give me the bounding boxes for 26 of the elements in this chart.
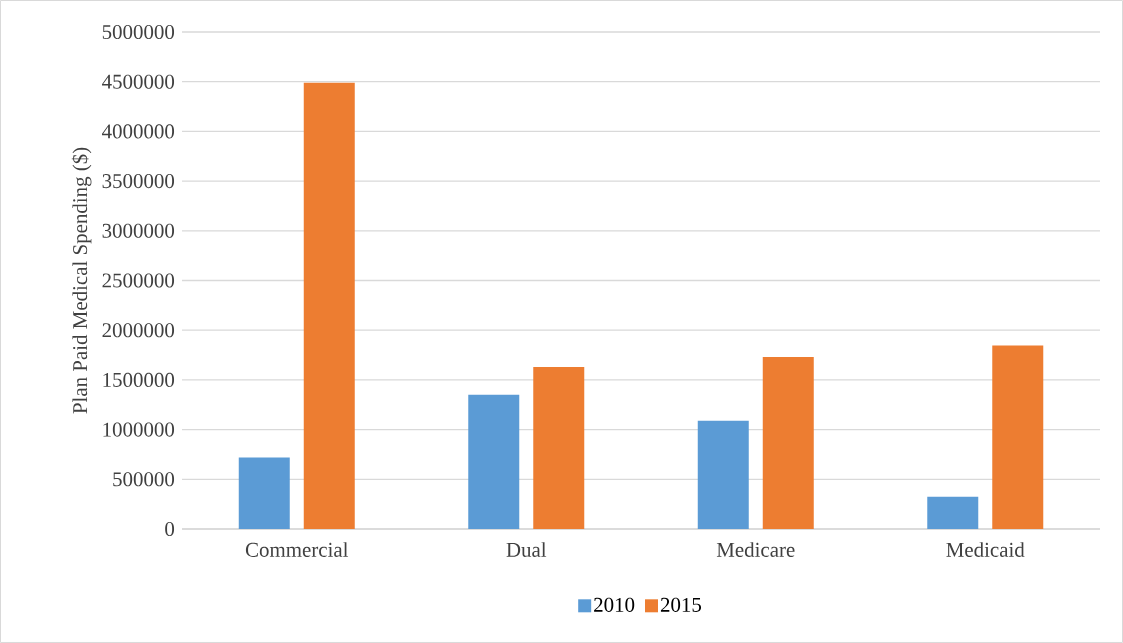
bar [762, 357, 814, 529]
x-tick-label: Medicaid [946, 542, 1025, 557]
legend-label: 2015 [660, 597, 702, 612]
bar [927, 496, 979, 529]
x-tick-label: Commercial [245, 542, 349, 557]
y-tick-label: 500000 [113, 472, 175, 487]
y-tick-label: 3500000 [102, 174, 175, 189]
bar [238, 457, 290, 529]
legend-label: 2010 [594, 597, 635, 612]
bar [533, 366, 585, 529]
bar [992, 345, 1044, 529]
bar [303, 82, 355, 529]
y-axis-title: Plan Paid Medical Spending ($) [71, 147, 92, 414]
y-tick-label: 1000000 [103, 422, 175, 437]
x-tick-label: Dual [506, 542, 547, 557]
y-tick-label: 2500000 [102, 273, 175, 288]
y-tick-label: 4500000 [102, 74, 175, 89]
bar [468, 394, 520, 529]
y-tick-label: 2000000 [102, 323, 175, 338]
bar [697, 420, 749, 529]
y-tick-label: 0 [165, 521, 175, 537]
x-tick-label: Medicare [716, 542, 795, 557]
y-tick-label: 4000000 [102, 124, 175, 139]
y-tick-label: 3000000 [102, 223, 175, 238]
y-tick-label: 1500000 [103, 372, 175, 387]
y-tick-label: 5000000 [102, 24, 175, 40]
